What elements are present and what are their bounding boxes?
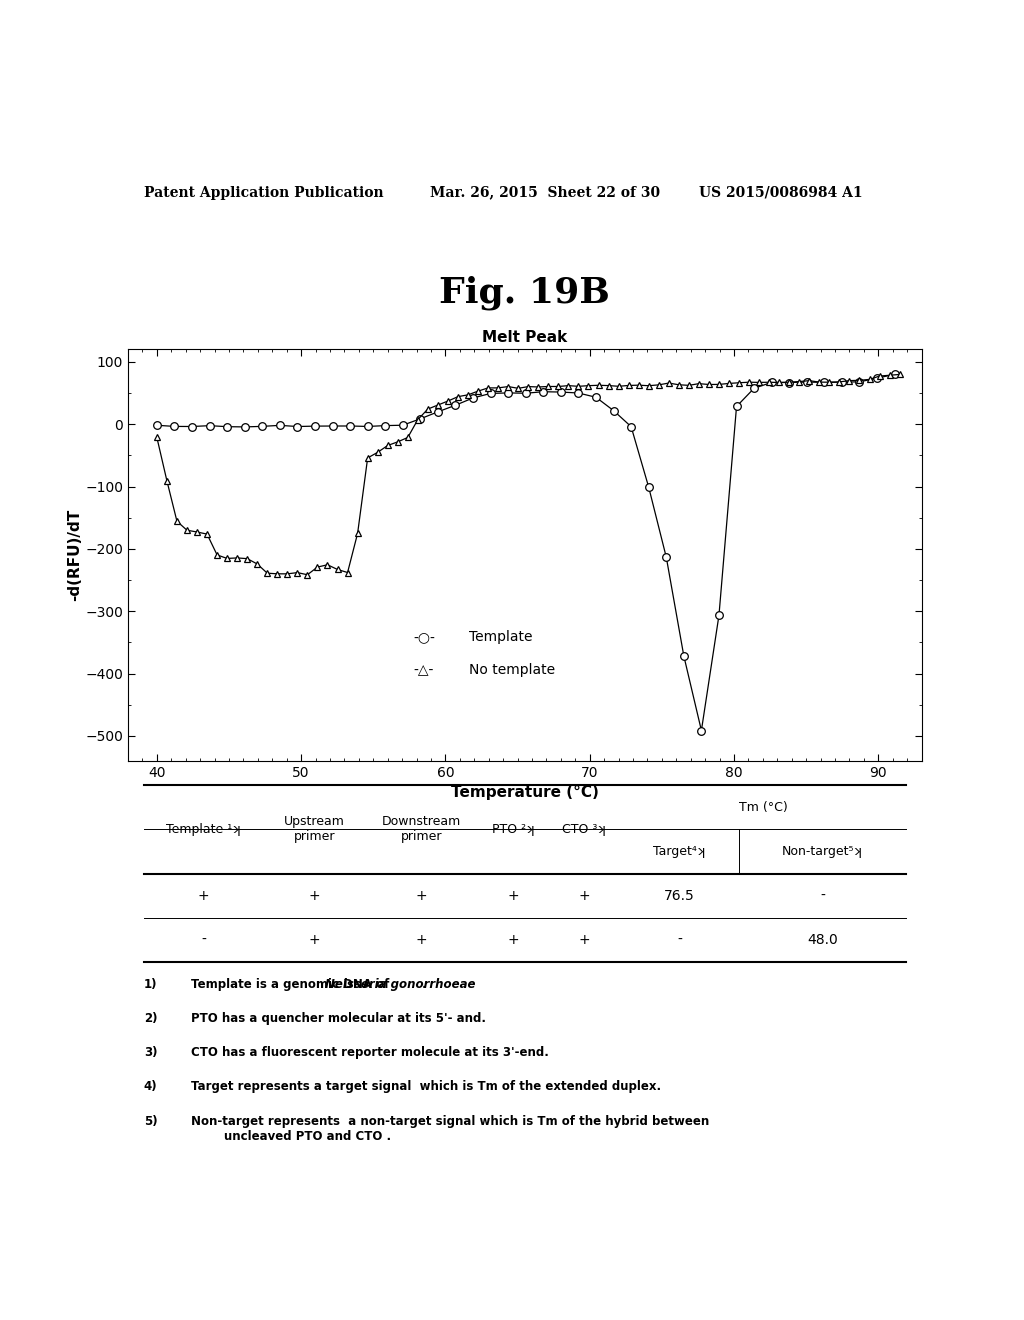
- No template: [151, 429, 163, 445]
- Text: -: -: [677, 933, 682, 946]
- Template: [660, 549, 673, 565]
- Template: [291, 418, 303, 434]
- Text: CTO has a fluorescent reporter molecule at its 3'-end.: CTO has a fluorescent reporter molecule …: [191, 1047, 549, 1059]
- Text: +: +: [416, 888, 427, 903]
- Text: 4): 4): [143, 1080, 158, 1093]
- Template: [730, 399, 742, 414]
- Line: No template: No template: [154, 371, 903, 578]
- Template: [344, 418, 356, 434]
- Template: [555, 384, 567, 400]
- No template: [753, 375, 765, 391]
- Title: Melt Peak: Melt Peak: [482, 330, 567, 346]
- Text: Non-target⁵ʞ: Non-target⁵ʞ: [782, 845, 863, 858]
- Text: Patent Application Publication: Patent Application Publication: [143, 186, 384, 199]
- Template: [361, 418, 374, 434]
- Text: PTO has a quencher molecular at its 5'- and.: PTO has a quencher molecular at its 5'- …: [191, 1012, 486, 1026]
- Text: Neisseria gonorrhoeae: Neisseria gonorrhoeae: [325, 978, 475, 991]
- Template: [414, 411, 426, 426]
- No template: [301, 566, 313, 582]
- Text: +: +: [198, 888, 209, 903]
- Text: -: -: [820, 888, 825, 903]
- No template: [743, 375, 756, 391]
- Line: Template: Template: [153, 371, 898, 734]
- Text: Template: Template: [469, 631, 532, 644]
- Template: [836, 374, 848, 389]
- Template: [625, 418, 637, 434]
- Text: Upstream
primer: Upstream primer: [284, 816, 345, 843]
- Template: [695, 722, 708, 738]
- Text: Tm (°C): Tm (°C): [738, 801, 787, 813]
- Text: -○-: -○-: [414, 631, 435, 644]
- Template: [519, 385, 531, 401]
- Text: -△-: -△-: [414, 664, 434, 677]
- Text: +: +: [416, 933, 427, 946]
- Text: Template is a genomic DNA of: Template is a genomic DNA of: [191, 978, 394, 991]
- Template: [221, 418, 233, 434]
- Text: +: +: [507, 933, 519, 946]
- Template: [273, 417, 286, 433]
- Text: CTO ³ʞ: CTO ³ʞ: [562, 822, 606, 836]
- Text: Target⁴ʞ: Target⁴ʞ: [653, 845, 706, 858]
- Template: [396, 417, 409, 433]
- Text: US 2015/0086984 A1: US 2015/0086984 A1: [699, 186, 863, 199]
- Text: .: .: [422, 978, 426, 991]
- Text: 48.0: 48.0: [807, 933, 838, 946]
- Text: PTO ²ʞ: PTO ²ʞ: [492, 822, 535, 836]
- Text: Mar. 26, 2015  Sheet 22 of 30: Mar. 26, 2015 Sheet 22 of 30: [430, 186, 659, 199]
- Text: Non-target represents  a non-target signal which is Tm of the hybrid between
   : Non-target represents a non-target signa…: [191, 1114, 710, 1143]
- Template: [889, 367, 901, 383]
- Text: 2): 2): [143, 1012, 158, 1026]
- Template: [204, 417, 216, 433]
- Text: +: +: [579, 888, 590, 903]
- Template: [239, 418, 251, 434]
- Template: [151, 417, 163, 433]
- Text: 1): 1): [143, 978, 158, 991]
- Text: +: +: [308, 888, 321, 903]
- Template: [467, 389, 479, 405]
- Text: Fig. 19B: Fig. 19B: [439, 276, 610, 310]
- Template: [678, 648, 690, 664]
- Template: [871, 370, 884, 385]
- Template: [783, 375, 796, 391]
- Template: [309, 418, 322, 434]
- Text: 5): 5): [143, 1114, 158, 1127]
- No template: [773, 375, 785, 391]
- Template: [607, 403, 620, 418]
- No template: [723, 375, 735, 391]
- Template: [168, 418, 180, 434]
- Template: [256, 418, 268, 434]
- Text: No template: No template: [469, 664, 555, 677]
- Template: [538, 384, 550, 400]
- Template: [484, 385, 497, 401]
- Text: +: +: [507, 888, 519, 903]
- Template: [801, 374, 813, 389]
- Template: [450, 397, 462, 413]
- Template: [572, 385, 585, 401]
- Template: [590, 389, 602, 405]
- Template: [713, 607, 725, 623]
- No template: [211, 546, 223, 562]
- Text: 3): 3): [143, 1047, 158, 1059]
- Template: [642, 479, 654, 495]
- Text: +: +: [579, 933, 590, 946]
- Template: [502, 385, 514, 401]
- Template: [432, 404, 444, 420]
- Text: Template ¹ʞ: Template ¹ʞ: [166, 822, 241, 836]
- X-axis label: Temperature (°C): Temperature (°C): [451, 785, 599, 800]
- No template: [894, 367, 906, 383]
- Template: [185, 418, 198, 434]
- Template: [748, 380, 760, 396]
- Text: 76.5: 76.5: [665, 888, 695, 903]
- Template: [818, 375, 830, 391]
- Y-axis label: -d(RFU)/dT: -d(RFU)/dT: [68, 510, 82, 602]
- Template: [766, 375, 778, 391]
- Text: Downstream
primer: Downstream primer: [382, 816, 461, 843]
- Text: -: -: [201, 933, 206, 946]
- Template: [327, 418, 339, 434]
- No template: [823, 375, 836, 391]
- Template: [379, 417, 391, 433]
- Text: Target represents a target signal  which is Tm of the extended duplex.: Target represents a target signal which …: [191, 1080, 662, 1093]
- Text: +: +: [308, 933, 321, 946]
- Template: [853, 374, 865, 389]
